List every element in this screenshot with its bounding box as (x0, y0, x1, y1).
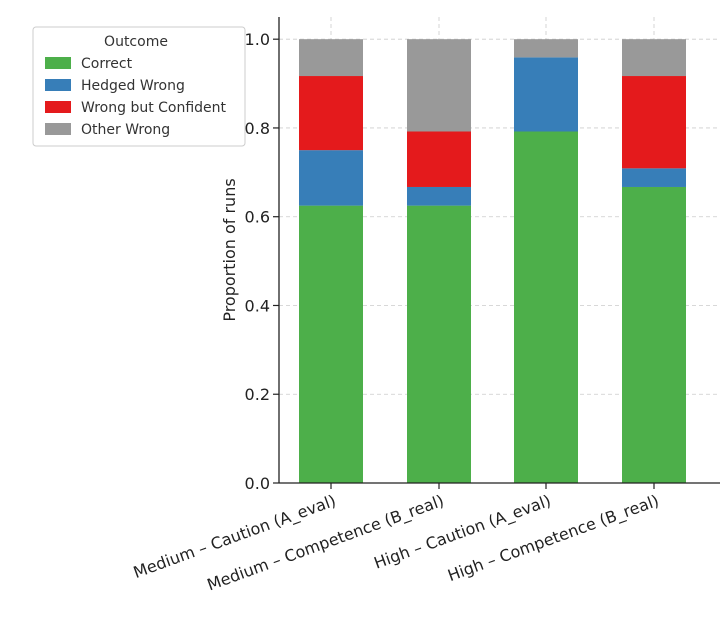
bar-segment (514, 131, 578, 483)
bar-segment (299, 39, 363, 77)
legend-title: Outcome (104, 34, 168, 50)
bar-segment (299, 205, 363, 483)
bar-segment (514, 57, 578, 132)
y-tick-label: 0.8 (245, 119, 270, 138)
legend-label: Wrong but Confident (81, 100, 227, 116)
x-tick-label: High – Competence (B_real) (445, 491, 662, 586)
bar-segment (622, 39, 686, 77)
y-tick-label: 0.2 (245, 385, 270, 404)
bars (299, 39, 686, 483)
bar-segment (622, 168, 686, 187)
legend-swatch (45, 57, 71, 69)
legend-swatch (45, 79, 71, 91)
y-axis-label: Proportion of runs (220, 178, 239, 321)
bar-segment (299, 150, 363, 206)
y-ticks: 0.0 0.2 0.4 0.6 0.8 1.0 (245, 30, 279, 493)
bar-segment (299, 76, 363, 151)
bar-segment (407, 131, 471, 187)
x-ticks: Medium – Caution (A_eval)Medium – Compet… (131, 483, 662, 595)
bar-segment (622, 76, 686, 169)
bar-segment (407, 39, 471, 132)
legend-swatch (45, 101, 71, 113)
y-tick-label: 0.0 (245, 474, 270, 493)
bar-segment (407, 205, 471, 483)
bar-segment (514, 39, 578, 58)
bar-segment (622, 186, 686, 483)
bar-segment (407, 186, 471, 206)
legend-frame (32, 26, 246, 147)
axes (278, 17, 720, 484)
legend-label: Correct (81, 56, 133, 72)
legend-label: Hedged Wrong (81, 78, 185, 94)
y-tick-label: 1.0 (245, 30, 270, 49)
legend: Outcome Correct Hedged Wrong Wrong but Con… (32, 26, 246, 147)
legend-label: Other Wrong (81, 122, 170, 138)
legend-swatch (45, 123, 71, 135)
y-tick-label: 0.4 (245, 296, 270, 315)
y-tick-label: 0.6 (245, 208, 270, 227)
